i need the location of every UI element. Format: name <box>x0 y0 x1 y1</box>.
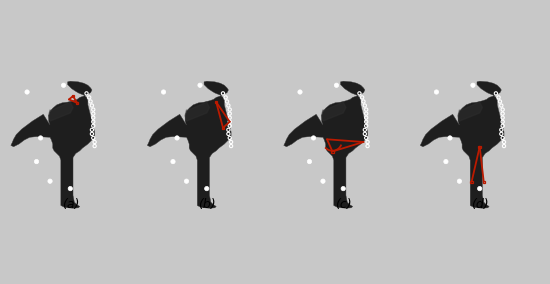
Text: (a): (a) <box>62 197 79 210</box>
Circle shape <box>434 90 438 94</box>
Text: (d): (d) <box>471 197 488 210</box>
Bar <box>215 101 217 103</box>
Circle shape <box>25 90 29 94</box>
Circle shape <box>161 90 166 94</box>
Circle shape <box>311 136 316 140</box>
Circle shape <box>298 90 302 94</box>
Bar <box>470 181 473 183</box>
Polygon shape <box>284 81 367 208</box>
Circle shape <box>48 179 52 183</box>
Circle shape <box>471 83 475 87</box>
Circle shape <box>334 83 339 87</box>
Text: (c): (c) <box>335 197 351 210</box>
Bar <box>331 150 334 153</box>
Bar <box>72 95 74 97</box>
Bar <box>478 145 481 148</box>
Polygon shape <box>147 81 231 208</box>
Bar <box>482 181 485 183</box>
Circle shape <box>198 83 202 87</box>
Circle shape <box>321 179 325 183</box>
Text: (b): (b) <box>198 197 216 210</box>
Circle shape <box>457 179 461 183</box>
Polygon shape <box>420 81 504 208</box>
Circle shape <box>184 179 189 183</box>
Circle shape <box>307 159 312 164</box>
Polygon shape <box>185 102 210 121</box>
Circle shape <box>205 187 209 191</box>
Circle shape <box>62 83 65 87</box>
Polygon shape <box>49 102 73 121</box>
Polygon shape <box>11 81 95 208</box>
Circle shape <box>444 159 448 164</box>
Circle shape <box>341 187 345 191</box>
Bar <box>222 127 224 129</box>
Circle shape <box>34 159 39 164</box>
Polygon shape <box>322 102 346 121</box>
Circle shape <box>448 136 452 140</box>
Circle shape <box>175 136 179 140</box>
Circle shape <box>171 159 175 164</box>
Circle shape <box>39 136 43 140</box>
Bar <box>76 102 78 104</box>
Circle shape <box>68 187 73 191</box>
Circle shape <box>477 187 482 191</box>
Polygon shape <box>458 102 482 121</box>
